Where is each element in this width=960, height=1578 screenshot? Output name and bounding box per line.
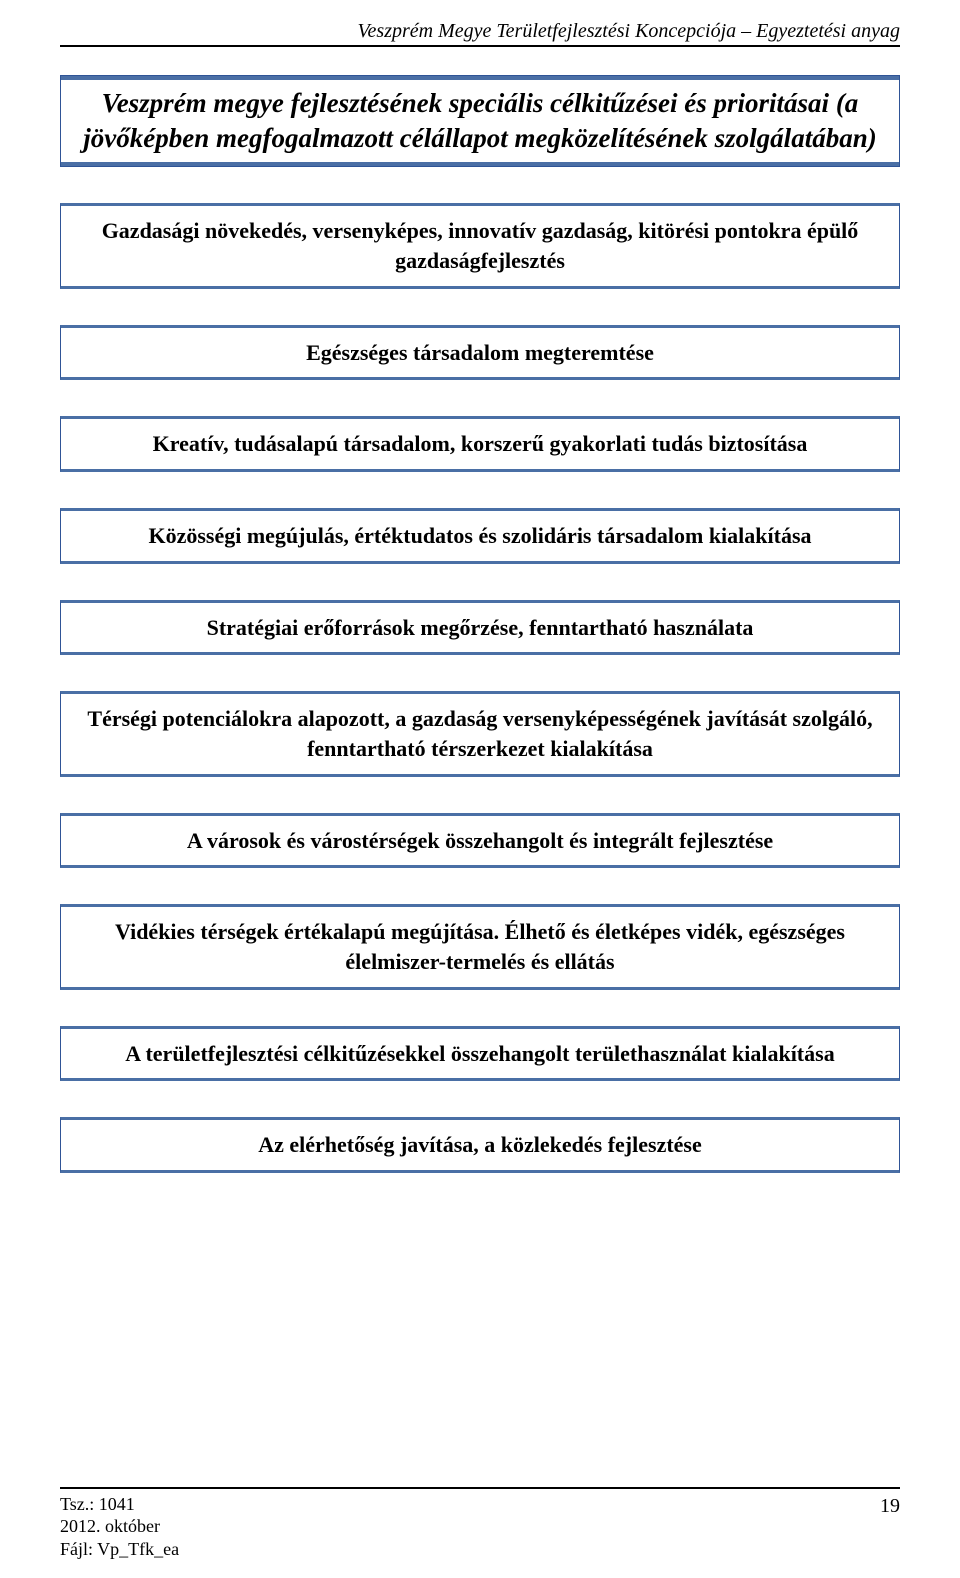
objective-box: Stratégiai erőforrások megőrzése, fennta…: [60, 600, 900, 656]
section-title: Veszprém megye fejlesztésének speciális …: [77, 86, 883, 156]
page-number: 19: [880, 1493, 900, 1518]
objective-box: A városok és várostérségek összehangolt …: [60, 813, 900, 869]
objective-box: Egészséges társadalom megteremtése: [60, 325, 900, 381]
objective-box: Gazdasági növekedés, versenyképes, innov…: [60, 203, 900, 288]
footer-date: 2012. október: [60, 1515, 179, 1538]
objective-box: Kreatív, tudásalapú társadalom, korszerű…: [60, 416, 900, 472]
objective-box: Vidékies térségek értékalapú megújítása.…: [60, 904, 900, 989]
section-title-box: Veszprém megye fejlesztésének speciális …: [60, 75, 900, 167]
objective-box: Az elérhetőség javítása, a közlekedés fe…: [60, 1117, 900, 1173]
footer-rule: [60, 1487, 900, 1489]
footer-ref: Tsz.: 1041: [60, 1493, 179, 1516]
footer-meta: Tsz.: 1041 2012. október Fájl: Vp_Tfk_ea: [60, 1493, 179, 1561]
page: Veszprém Megye Területfejlesztési Koncep…: [0, 0, 960, 1578]
objective-box: Közösségi megújulás, értéktudatos és szo…: [60, 508, 900, 564]
footer-file: Fájl: Vp_Tfk_ea: [60, 1538, 179, 1561]
running-header: Veszprém Megye Területfejlesztési Koncep…: [60, 20, 900, 47]
objective-box: Térségi potenciálokra alapozott, a gazda…: [60, 691, 900, 776]
objective-box: A területfejlesztési célkitűzésekkel öss…: [60, 1026, 900, 1082]
page-footer: Tsz.: 1041 2012. október Fájl: Vp_Tfk_ea…: [60, 1487, 900, 1561]
